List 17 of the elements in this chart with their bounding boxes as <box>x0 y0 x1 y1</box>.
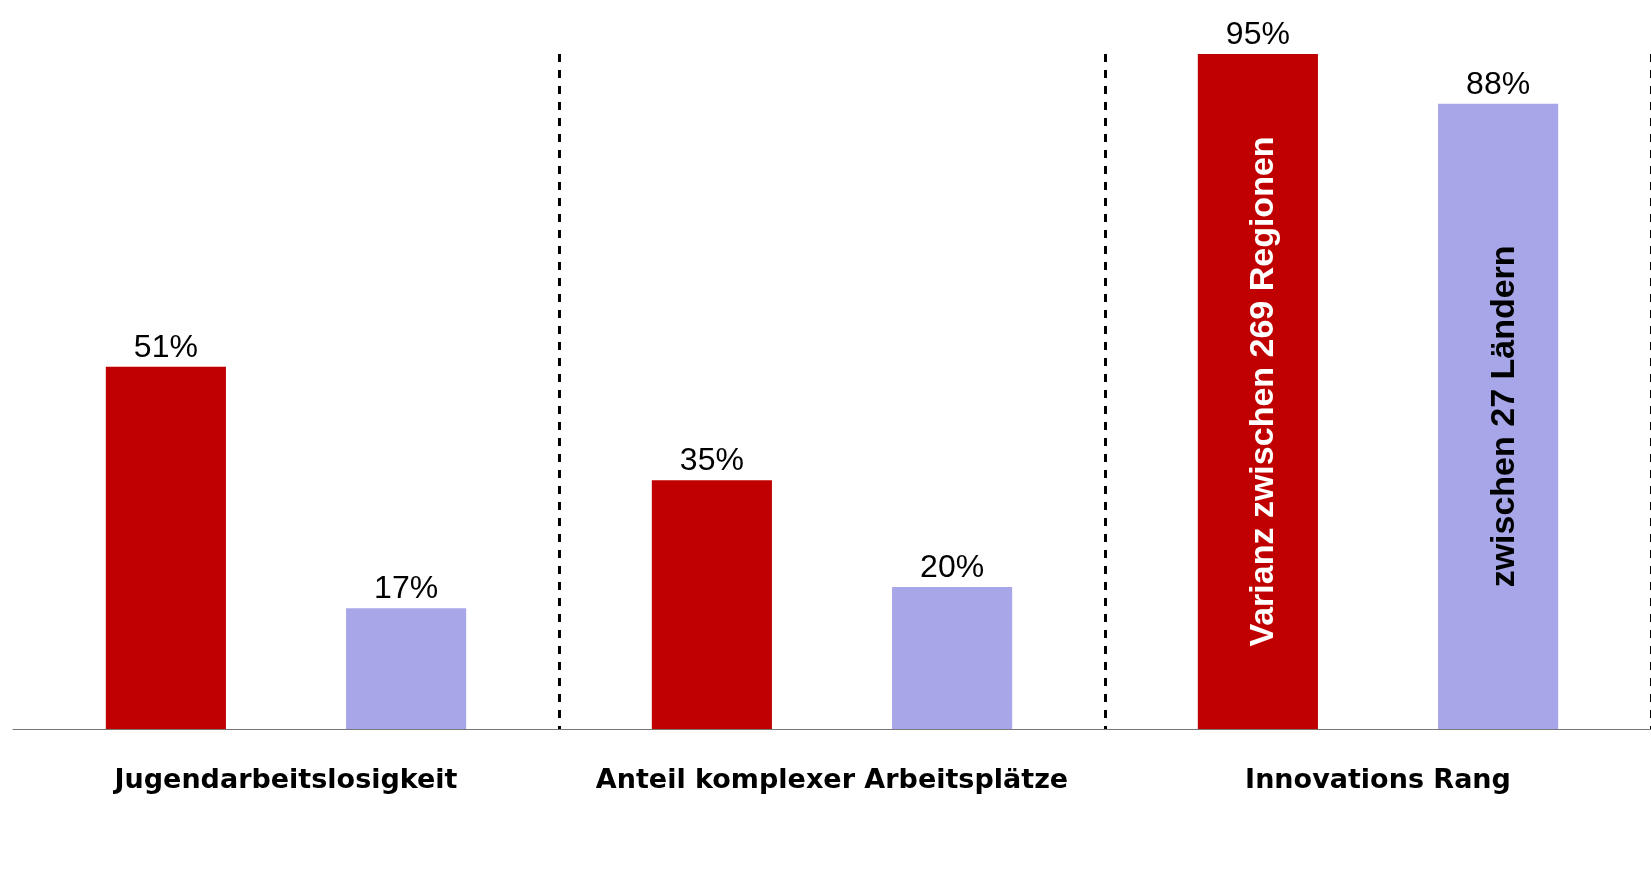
bar <box>1197 54 1318 729</box>
x-tick-label: Anteil komplexer Arbeitsplätze <box>595 763 1069 794</box>
x-tick-label: Jugendarbeitslosigkeit <box>112 763 458 794</box>
series-label: zwischen 27 Ländern <box>1482 245 1521 588</box>
data-label: 35% <box>679 441 744 478</box>
x-tick-label: Innovations Rang <box>1245 763 1511 794</box>
bar <box>651 480 772 729</box>
data-label: 17% <box>374 569 439 606</box>
bar <box>105 366 226 729</box>
data-label: 88% <box>1466 64 1531 101</box>
data-label: 95% <box>1225 15 1290 51</box>
bar <box>346 608 467 729</box>
series-label: Varianz zwischen 269 Regionen <box>1241 136 1280 647</box>
bar <box>892 586 1013 729</box>
data-label: 51% <box>133 327 198 364</box>
bar <box>1438 103 1559 729</box>
data-label: 20% <box>920 547 985 584</box>
